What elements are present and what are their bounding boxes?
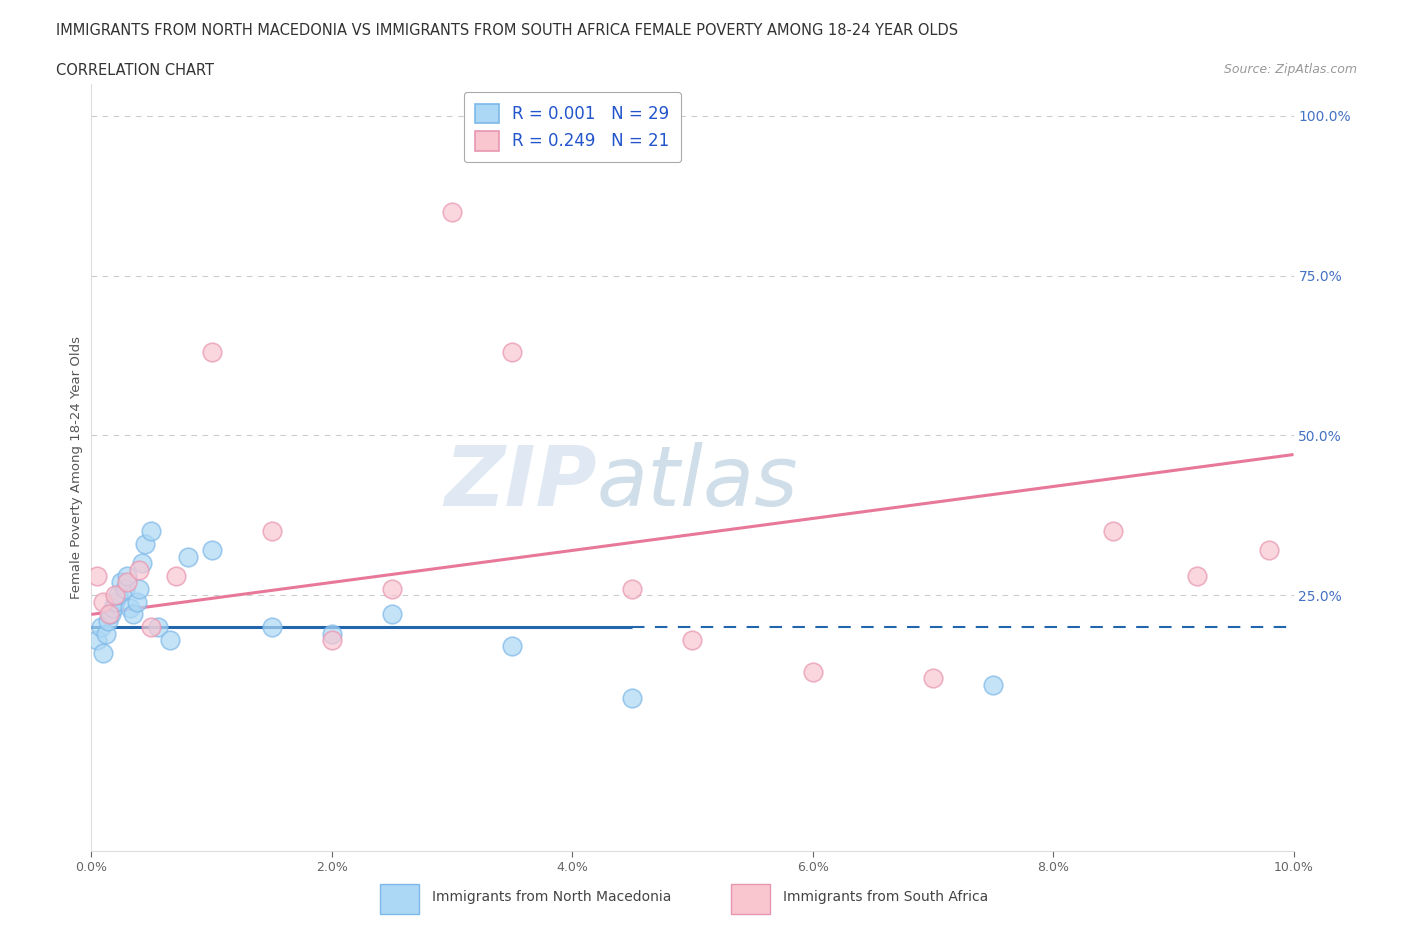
Point [260, 524, 283, 538]
Text: Source: ZipAtlas.com: Source: ZipAtlas.com [1223, 63, 1357, 76]
Point [141, 524, 163, 538]
Point [176, 550, 198, 565]
Text: Immigrants from North Macedonia: Immigrants from North Macedonia [432, 890, 671, 905]
Point [93, 594, 115, 609]
Y-axis label: Female Poverty Among 18-24 Year Olds: Female Poverty Among 18-24 Year Olds [70, 336, 83, 599]
Text: CORRELATION CHART: CORRELATION CHART [56, 63, 214, 78]
Point [1102, 524, 1125, 538]
Point [117, 575, 139, 590]
Point [122, 607, 145, 622]
Point [131, 556, 153, 571]
Point [110, 575, 132, 590]
Point [117, 568, 139, 583]
Point [86, 632, 108, 647]
Point [101, 601, 124, 616]
Point [681, 632, 703, 647]
Point [141, 619, 163, 634]
Point [146, 619, 169, 634]
FancyBboxPatch shape [380, 884, 419, 913]
Point [98, 607, 121, 622]
Text: ZIP: ZIP [444, 442, 596, 524]
Point [118, 601, 141, 616]
Text: IMMIGRANTS FROM NORTH MACEDONIA VS IMMIGRANTS FROM SOUTH AFRICA FEMALE POVERTY A: IMMIGRANTS FROM NORTH MACEDONIA VS IMMIG… [56, 23, 959, 38]
Point [93, 645, 115, 660]
Point [159, 632, 181, 647]
Point [90, 619, 112, 634]
Point [94, 626, 117, 641]
Point [621, 581, 644, 596]
Point [134, 537, 156, 551]
Point [104, 588, 127, 603]
Point [501, 345, 523, 360]
Point [981, 677, 1004, 692]
Point [100, 607, 122, 622]
Point [128, 562, 150, 577]
Point [1187, 568, 1209, 583]
Point [128, 581, 150, 596]
Text: atlas: atlas [596, 442, 799, 524]
Point [201, 345, 224, 360]
Point [621, 690, 644, 705]
Point [107, 588, 129, 603]
Point [165, 568, 187, 583]
Point [801, 665, 824, 680]
Legend: R = 0.001   N = 29, R = 0.249   N = 21: R = 0.001 N = 29, R = 0.249 N = 21 [464, 92, 681, 162]
Point [922, 671, 945, 685]
Point [501, 639, 523, 654]
Point [381, 607, 404, 622]
Point [125, 594, 148, 609]
Point [201, 543, 224, 558]
Point [260, 619, 283, 634]
Point [441, 205, 464, 219]
Point [321, 626, 343, 641]
Point [104, 594, 127, 609]
Point [1258, 543, 1281, 558]
FancyBboxPatch shape [731, 884, 770, 913]
Point [321, 632, 343, 647]
Point [86, 568, 108, 583]
Point [97, 614, 120, 629]
Text: Immigrants from South Africa: Immigrants from South Africa [783, 890, 988, 905]
Point [114, 581, 136, 596]
Point [381, 581, 404, 596]
